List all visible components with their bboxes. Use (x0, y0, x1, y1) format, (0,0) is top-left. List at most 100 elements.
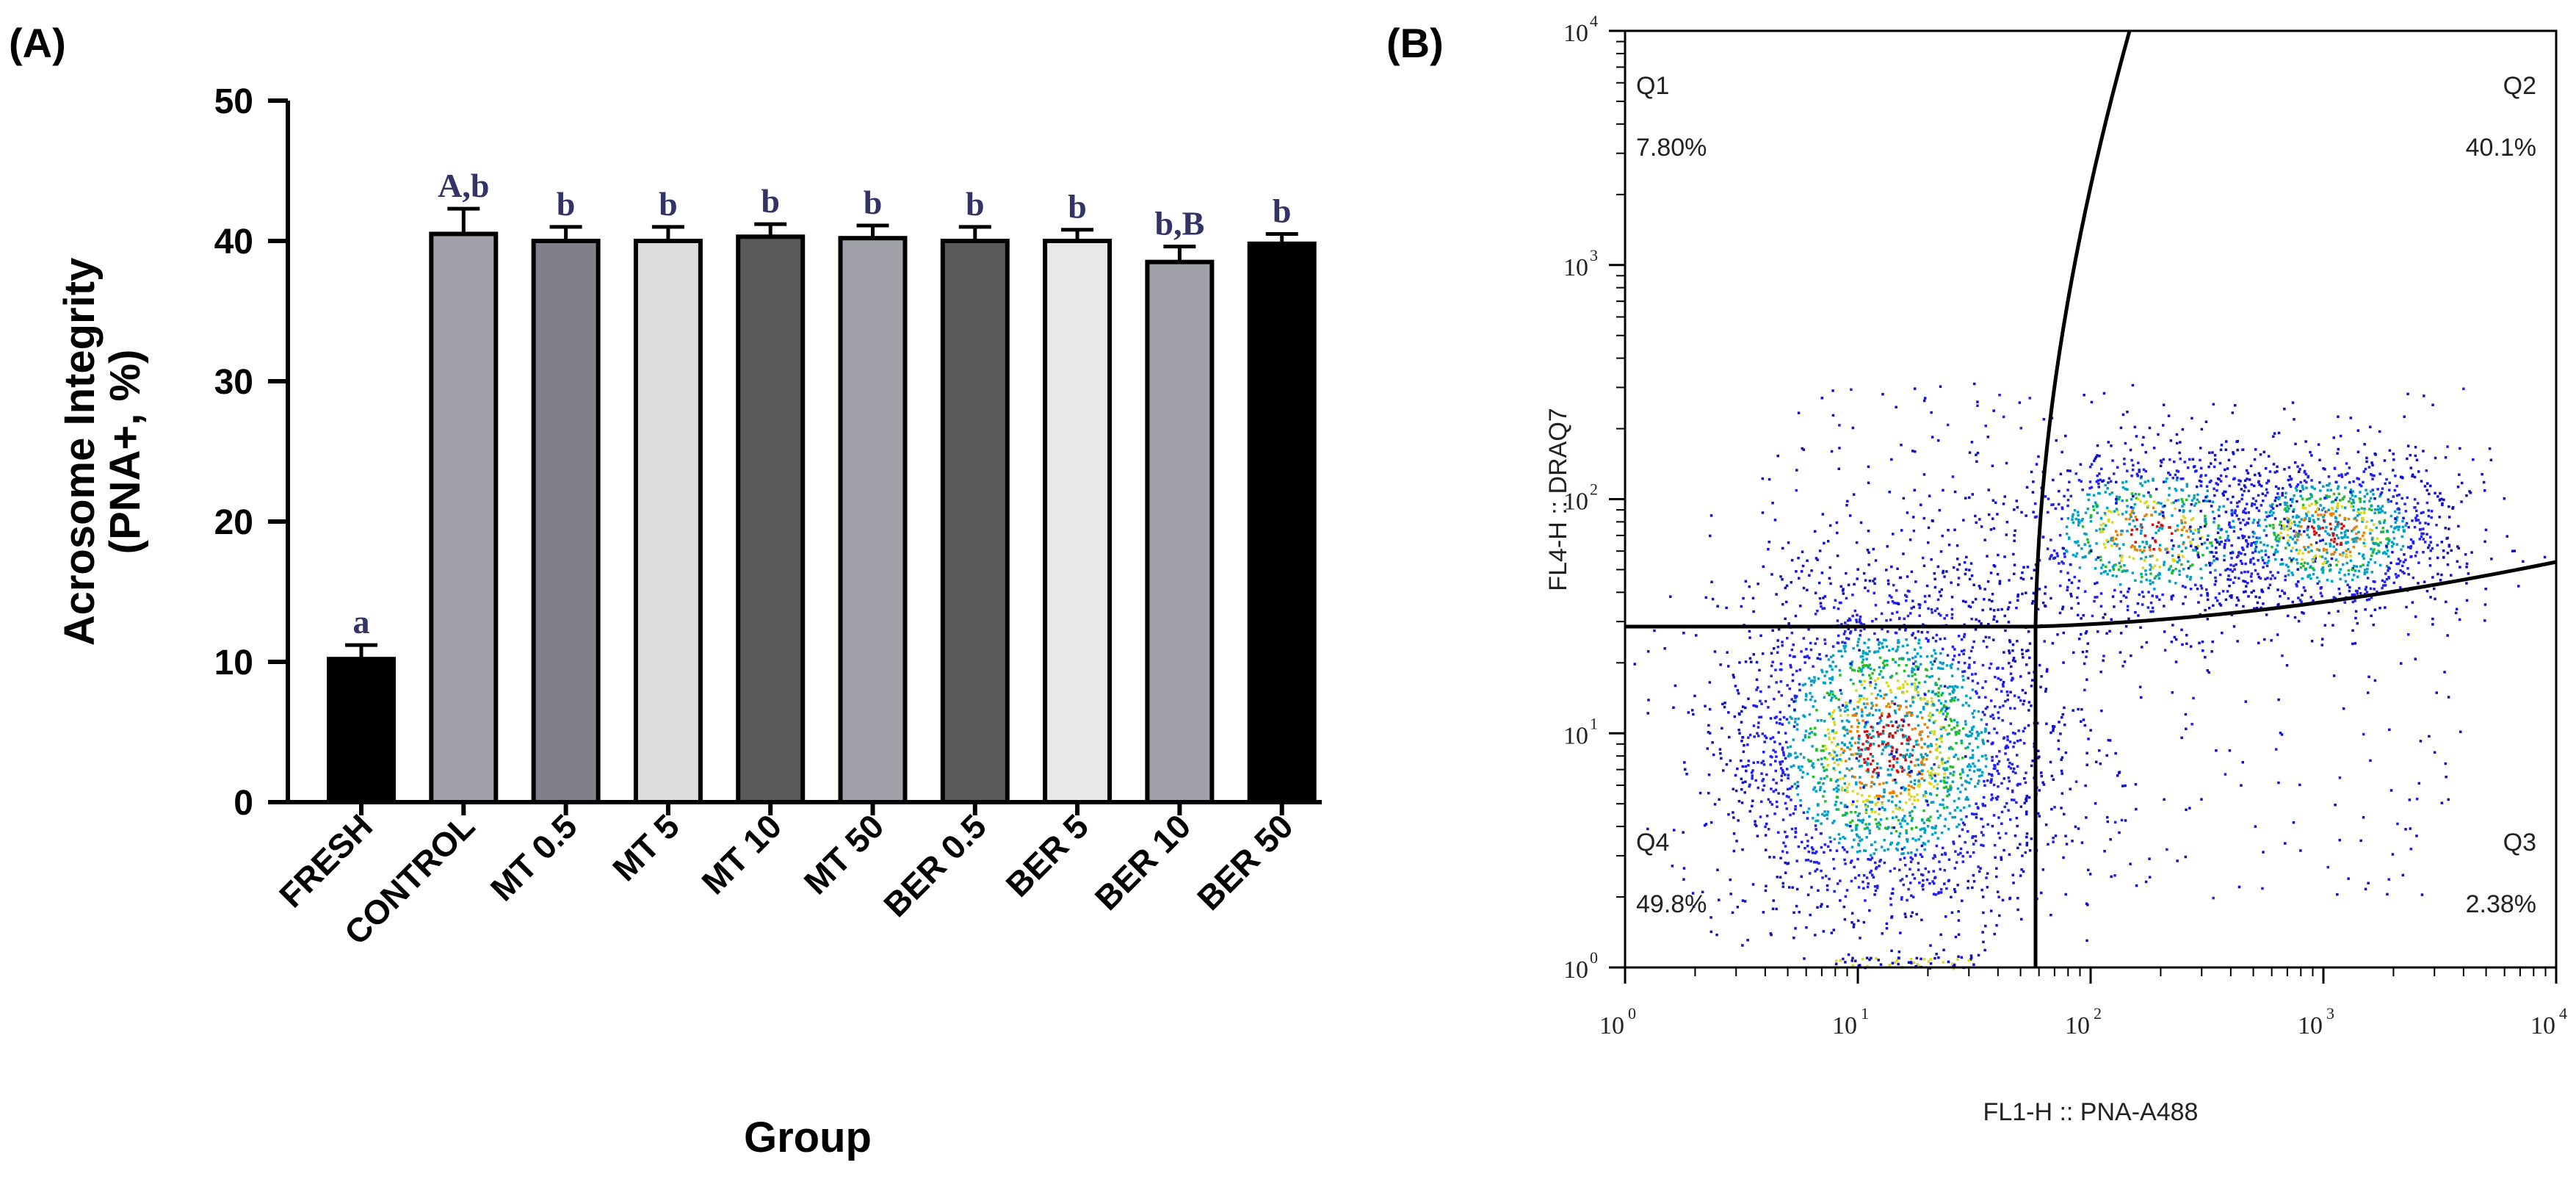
scatter-point (2049, 761, 2052, 764)
scatter-point (2465, 582, 2468, 585)
scatter-point (2066, 586, 2069, 589)
scatter-point (2246, 582, 2249, 585)
scatter-point (2410, 555, 2413, 558)
scatter-point (2339, 578, 2342, 581)
scatter-point (2318, 443, 2320, 446)
scatter-point (2078, 638, 2081, 641)
scatter-point (1975, 840, 1978, 843)
scatter-point (2107, 481, 2110, 484)
scatter-point (2134, 580, 2137, 583)
scatter-point (2255, 500, 2258, 502)
scatter-point (2299, 490, 2302, 493)
scatter-point (1781, 723, 1784, 726)
scatter-point (1964, 841, 1967, 844)
scatter-point (1980, 831, 1983, 834)
scatter-point (1967, 677, 1970, 679)
scatter-point (1906, 575, 1909, 578)
scatter-point (1837, 650, 1840, 653)
scatter-point (2093, 460, 2096, 463)
scatter-point (1873, 592, 1876, 595)
scatter-point (2326, 549, 2329, 552)
scatter-point (1814, 726, 1817, 729)
scatter-point (1856, 753, 1859, 756)
scatter-point (1895, 795, 1898, 798)
scatter-point (1775, 681, 1778, 684)
scatter-point (2244, 508, 2247, 511)
scatter-point (1716, 869, 1719, 872)
scatter-point (1951, 912, 1954, 915)
scatter-point (2395, 573, 2398, 576)
scatter-point (1794, 836, 1797, 839)
scatter-point (2004, 630, 2007, 632)
scatter-point (1862, 658, 1865, 661)
scatter-point (2320, 513, 2323, 516)
scatter-point (1906, 683, 1909, 686)
scatter-point (2343, 496, 2346, 499)
scatter-point (2418, 782, 2421, 785)
scatter-point (1805, 926, 1808, 929)
scatter-point (1920, 835, 1922, 838)
scatter-point (1854, 742, 1857, 745)
scatter-point (1982, 834, 1985, 837)
scatter-point (1892, 892, 1895, 895)
scatter-point (1952, 774, 1955, 776)
scatter-point (2414, 526, 2417, 529)
scatter-point (2038, 756, 2041, 759)
scatter-point (2459, 731, 2462, 734)
scatter-point (1770, 934, 1773, 937)
scatter-point (1975, 628, 1978, 631)
scatter-point (1778, 628, 1781, 631)
scatter-point (2004, 752, 2007, 755)
scatter-point (2281, 558, 2284, 561)
scatter-point (2458, 473, 2461, 476)
scatter-point (2221, 444, 2224, 447)
scatter-point (2217, 483, 2220, 486)
scatter-point (2313, 488, 2316, 491)
scatter-point (2204, 474, 2207, 477)
scatter-point (1895, 807, 1898, 810)
scatter-point (1954, 696, 1957, 699)
scatter-point (2200, 474, 2203, 477)
scatter-point (2305, 486, 2308, 489)
scatter-point (2120, 600, 2123, 603)
scatter-point (2121, 555, 2124, 558)
scatter-point (1920, 711, 1922, 714)
scatter-point (1920, 655, 1922, 658)
scatter-point (1823, 638, 1826, 641)
scatter-point (1846, 729, 1849, 732)
scatter-point (2387, 500, 2390, 503)
scatter-point (1967, 704, 1970, 707)
scatter-point (2233, 568, 2236, 571)
scatter-point (1946, 713, 1949, 715)
scatter-point (1848, 769, 1851, 772)
scatter-point (1933, 877, 1936, 880)
scatter-point (1970, 562, 1973, 565)
scatter-point (2140, 532, 2143, 535)
scatter-point (1795, 489, 1798, 492)
scatter-point (1779, 711, 1782, 714)
scatter-point (1841, 720, 1844, 723)
scatter-point (2225, 449, 2228, 452)
scatter-point (1926, 655, 1929, 658)
scatter-point (2264, 519, 2267, 522)
scatter-point (2297, 552, 2300, 555)
scatter-point (1975, 454, 1978, 457)
scatter-point (1891, 842, 1894, 845)
scatter-point (1810, 680, 1813, 683)
scatter-point (2318, 481, 2321, 484)
scatter-point (2059, 732, 2062, 735)
y-tick-label: 30 (214, 363, 253, 402)
scatter-point (2403, 529, 2406, 532)
scatter-point (1883, 839, 1886, 842)
scatter-point (1834, 751, 1837, 753)
scatter-point (1866, 956, 1869, 959)
scatter-point (1917, 694, 1920, 697)
scatter-point (1817, 782, 1820, 785)
scatter-point (1815, 820, 1817, 823)
scatter-point (2285, 510, 2288, 513)
scatter-point (2121, 500, 2124, 502)
scatter-point (1984, 680, 1987, 683)
scatter-point (2181, 529, 2184, 532)
scatter-point (1780, 779, 1783, 782)
scatter-point (1999, 837, 2002, 840)
